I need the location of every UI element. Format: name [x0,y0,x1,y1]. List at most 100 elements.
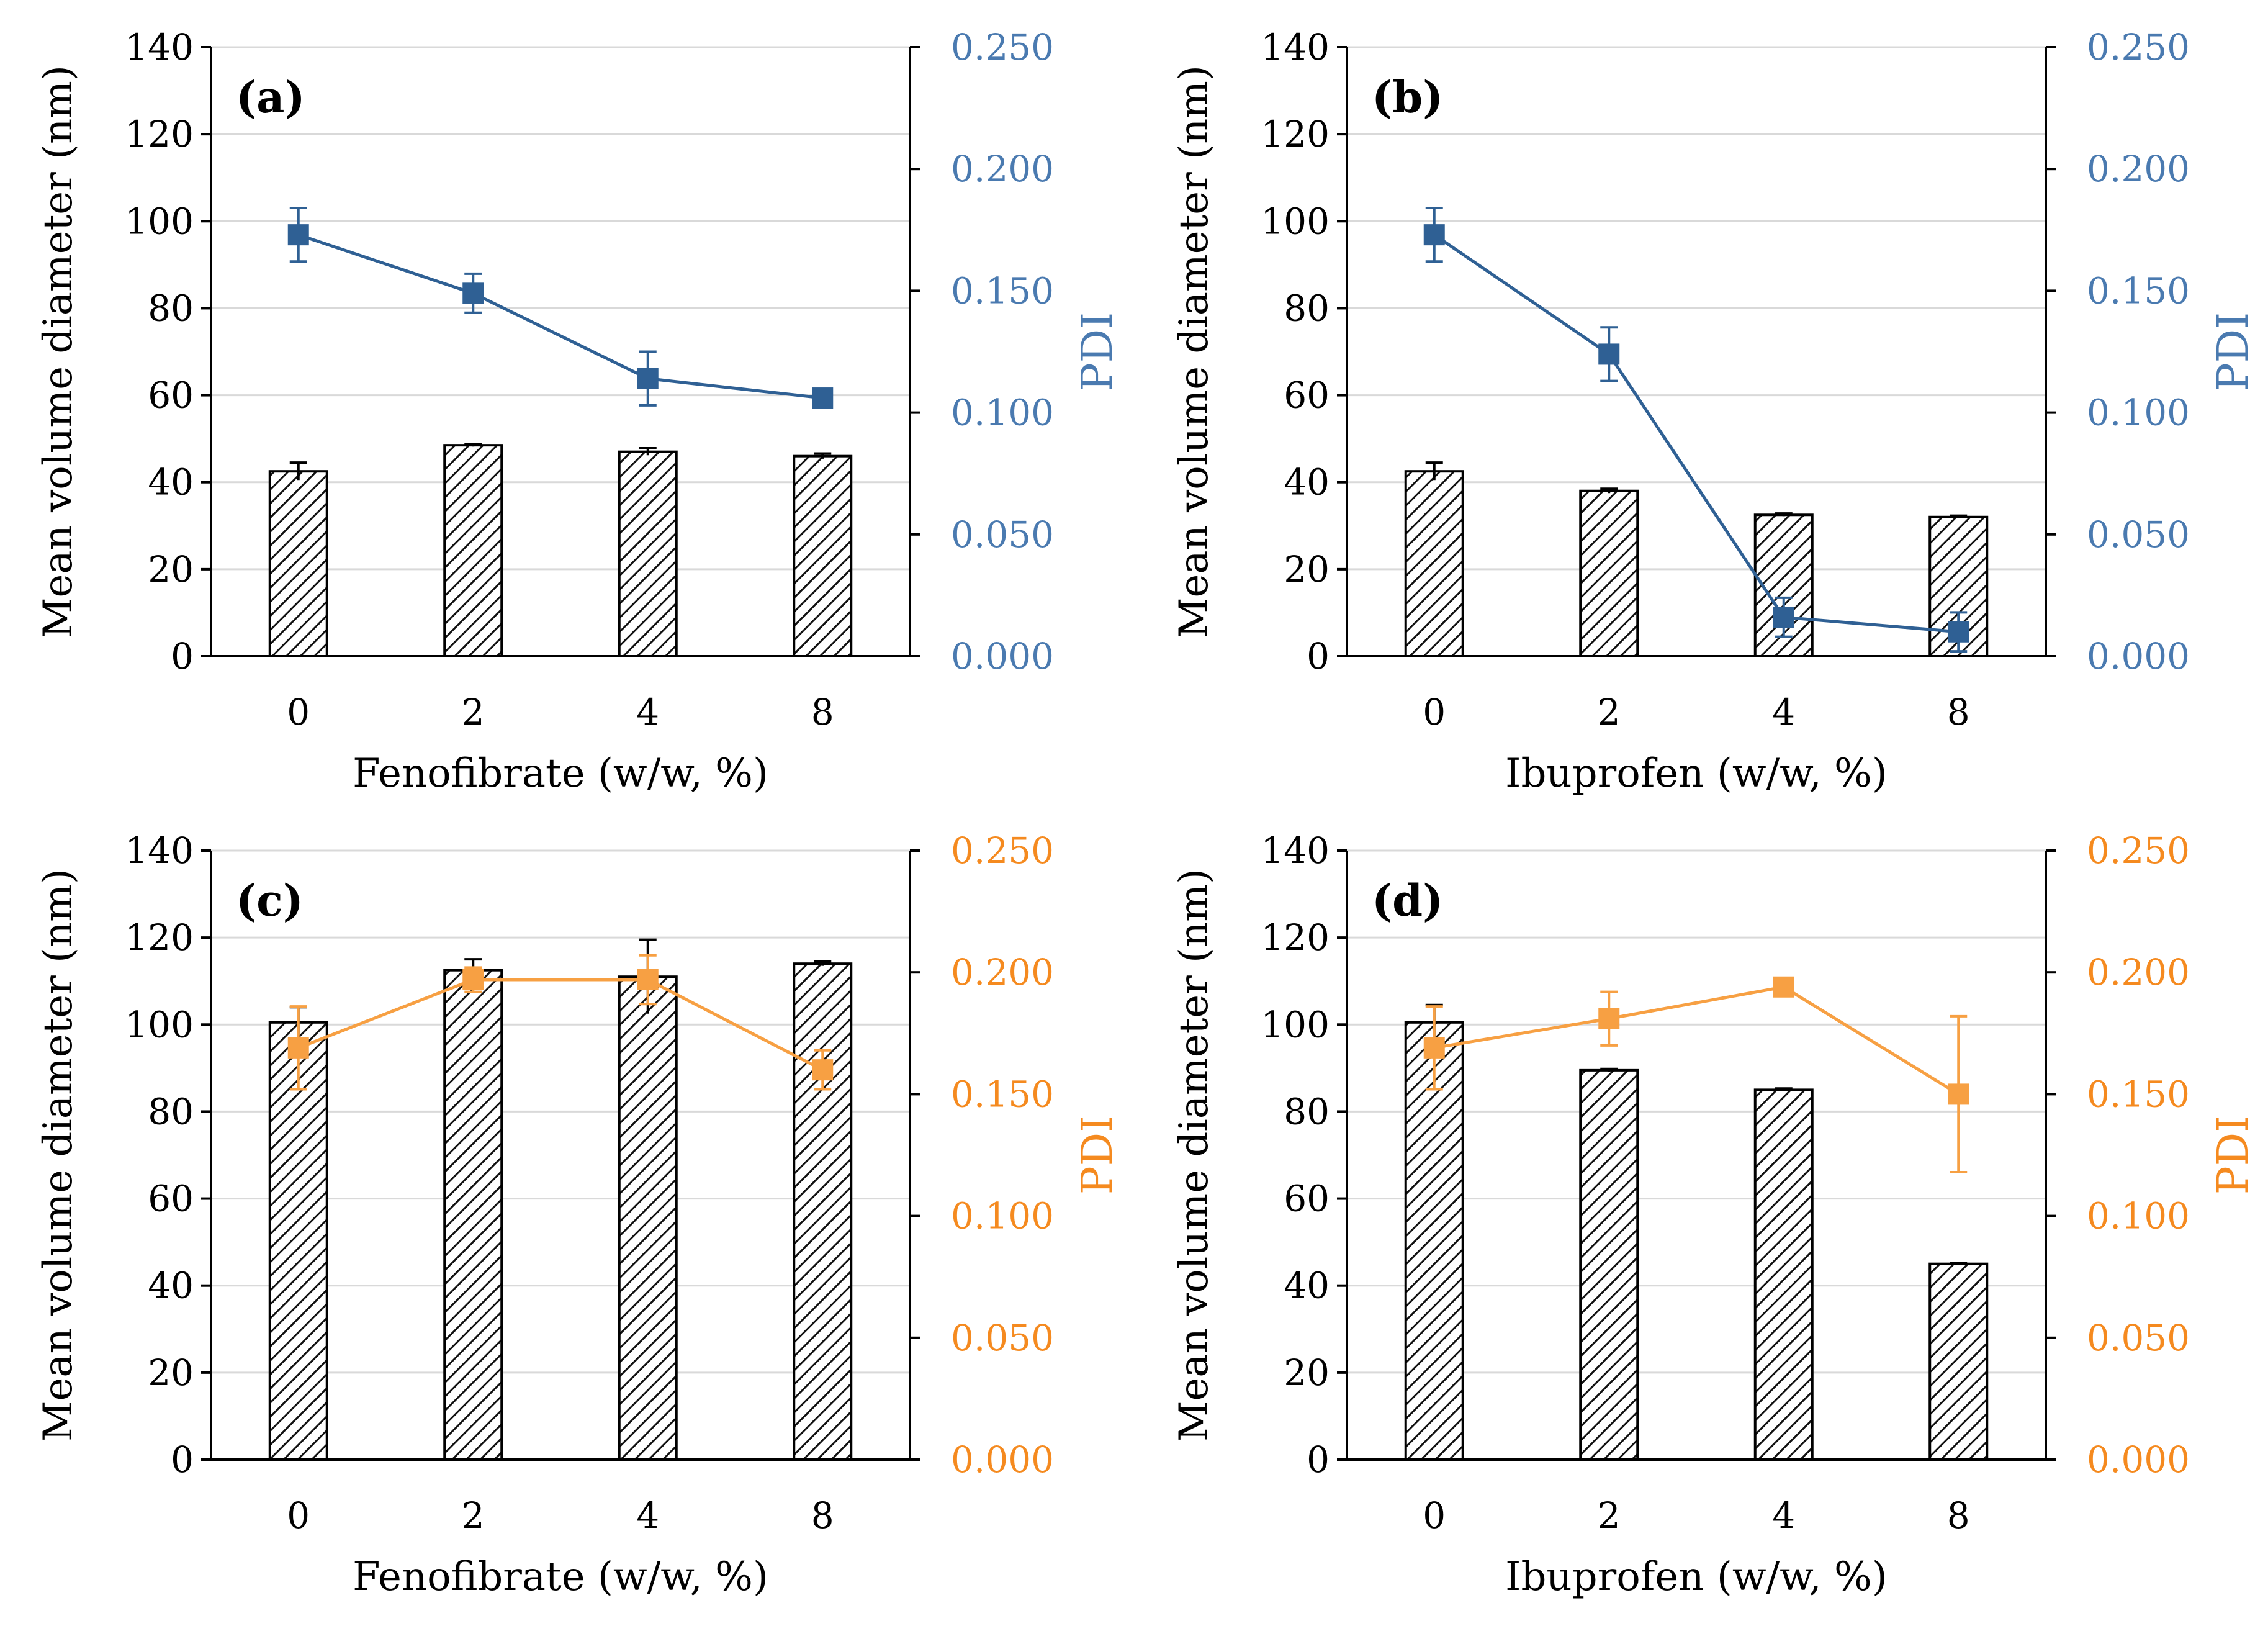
pdi-marker [287,1037,309,1059]
x-tick-label: 2 [1598,691,1621,733]
x-axis-title: Ibuprofen (w/w, %) [1505,1554,1888,1600]
x-axis-title: Fenofibrate (w/w, %) [353,1554,768,1600]
x-tick-label: 4 [1772,691,1795,733]
y-tick-label: 120 [1261,113,1330,155]
pdi-marker [812,387,834,409]
pdi-marker [287,224,309,246]
y2-tick-label: 0.150 [2087,269,2190,312]
x-tick-label: 2 [462,691,485,733]
y-axis-title: Mean volume diameter (nm) [35,869,81,1442]
y-tick-label: 140 [1261,829,1330,872]
y-axis-title: Mean volume diameter (nm) [1171,65,1217,638]
pdi-marker [1423,1037,1445,1059]
pdi-marker [637,969,659,990]
bar [1404,470,1464,657]
bar [1928,1262,1989,1461]
y-tick-label: 120 [125,916,194,959]
y-tick-label: 20 [1284,548,1330,590]
chart-panel-4: 0204060801001201400.0000.0500.1000.1500.… [1171,829,2258,1600]
bar [268,1021,328,1461]
pdi-marker [1598,343,1620,365]
x-tick-label: 4 [1772,1494,1795,1537]
panel-label: (d) [1372,875,1443,926]
y-tick-label: 100 [1261,200,1330,242]
y-tick-label: 40 [148,461,194,504]
x-tick-label: 8 [1947,1494,1970,1537]
y2-tick-label: 0.100 [2087,1195,2190,1237]
y2-axis-title: PDI [1073,312,1122,391]
x-tick-label: 0 [287,1494,310,1537]
y-tick-label: 80 [1284,1090,1330,1132]
y2-tick-label: 0.250 [951,829,1054,872]
y2-tick-label: 0.200 [2087,148,2190,190]
bar [618,975,678,1461]
bar [793,454,853,658]
bar [1579,489,1639,657]
pdi-line [1434,985,1960,1096]
y-tick-label: 140 [125,26,194,68]
y-tick-label: 0 [171,635,194,677]
y2-tick-label: 0.100 [951,392,1054,434]
bar [268,470,328,657]
y2-tick-label: 0.250 [2087,829,2190,872]
bar [1404,1021,1464,1461]
pdi-line [1433,233,1959,634]
y2-tick-label: 0.000 [2087,635,2190,677]
pdi-marker [462,282,484,304]
y-tick-label: 40 [1284,461,1330,504]
y2-tick-label: 0.050 [2087,513,2190,556]
bar [443,969,503,1461]
pdi-marker [1948,1083,1969,1105]
pdi-marker [462,969,484,990]
y-tick-label: 20 [1284,1352,1330,1394]
y2-tick-label: 0.050 [2087,1317,2190,1359]
y2-tick-label: 0.000 [2087,1439,2190,1481]
y-axis-title: Mean volume diameter (nm) [1171,869,1217,1442]
x-tick-label: 4 [636,1494,659,1537]
y-tick-label: 80 [148,1090,194,1132]
y-tick-label: 60 [1284,374,1330,417]
y2-tick-label: 0.050 [951,513,1054,556]
panel-label: (c) [236,875,304,926]
y2-tick-label: 0.100 [951,1195,1054,1237]
y-tick-label: 100 [125,200,194,242]
y-tick-label: 60 [148,1178,194,1220]
pdi-line [297,233,823,400]
x-tick-label: 8 [811,1494,834,1537]
y2-tick-label: 0.000 [951,1439,1054,1481]
chart-panel-2: 0204060801001201400.0000.0500.1000.1500.… [1171,26,2258,797]
y2-axis-title: PDI [2209,312,2258,391]
y-tick-label: 120 [125,113,194,155]
y2-tick-label: 0.150 [2087,1073,2190,1115]
y-tick-label: 40 [1284,1265,1330,1307]
x-tick-label: 8 [811,691,834,733]
pdi-marker [1773,976,1794,998]
x-axis-title: Ibuprofen (w/w, %) [1505,751,1888,797]
y-tick-label: 80 [1284,287,1330,329]
x-tick-label: 0 [1423,691,1446,733]
bar [1579,1068,1639,1461]
pdi-line [297,978,824,1072]
pdi-marker [1773,607,1794,628]
y2-tick-label: 0.000 [951,635,1054,677]
y2-tick-label: 0.150 [951,1073,1054,1115]
pdi-marker [1598,1008,1620,1029]
y2-axis-title: PDI [1073,1116,1122,1195]
y-tick-label: 100 [1261,1003,1330,1046]
x-axis-title: Fenofibrate (w/w, %) [353,751,768,797]
y2-tick-label: 0.200 [2087,951,2190,993]
y-tick-label: 20 [148,1352,194,1394]
bar [443,444,503,657]
panel-label: (b) [1372,71,1443,123]
y2-tick-label: 0.200 [951,148,1054,190]
y-tick-label: 0 [171,1439,194,1481]
y-tick-label: 100 [125,1003,194,1046]
y-tick-label: 80 [148,287,194,329]
pdi-marker [812,1059,834,1081]
y-tick-label: 0 [1307,635,1330,677]
chart-panel-3: 0204060801001201400.0000.0500.1000.1500.… [35,829,1122,1600]
y-tick-label: 40 [148,1265,194,1307]
y2-tick-label: 0.100 [2087,392,2190,434]
x-tick-label: 0 [1423,1494,1446,1537]
